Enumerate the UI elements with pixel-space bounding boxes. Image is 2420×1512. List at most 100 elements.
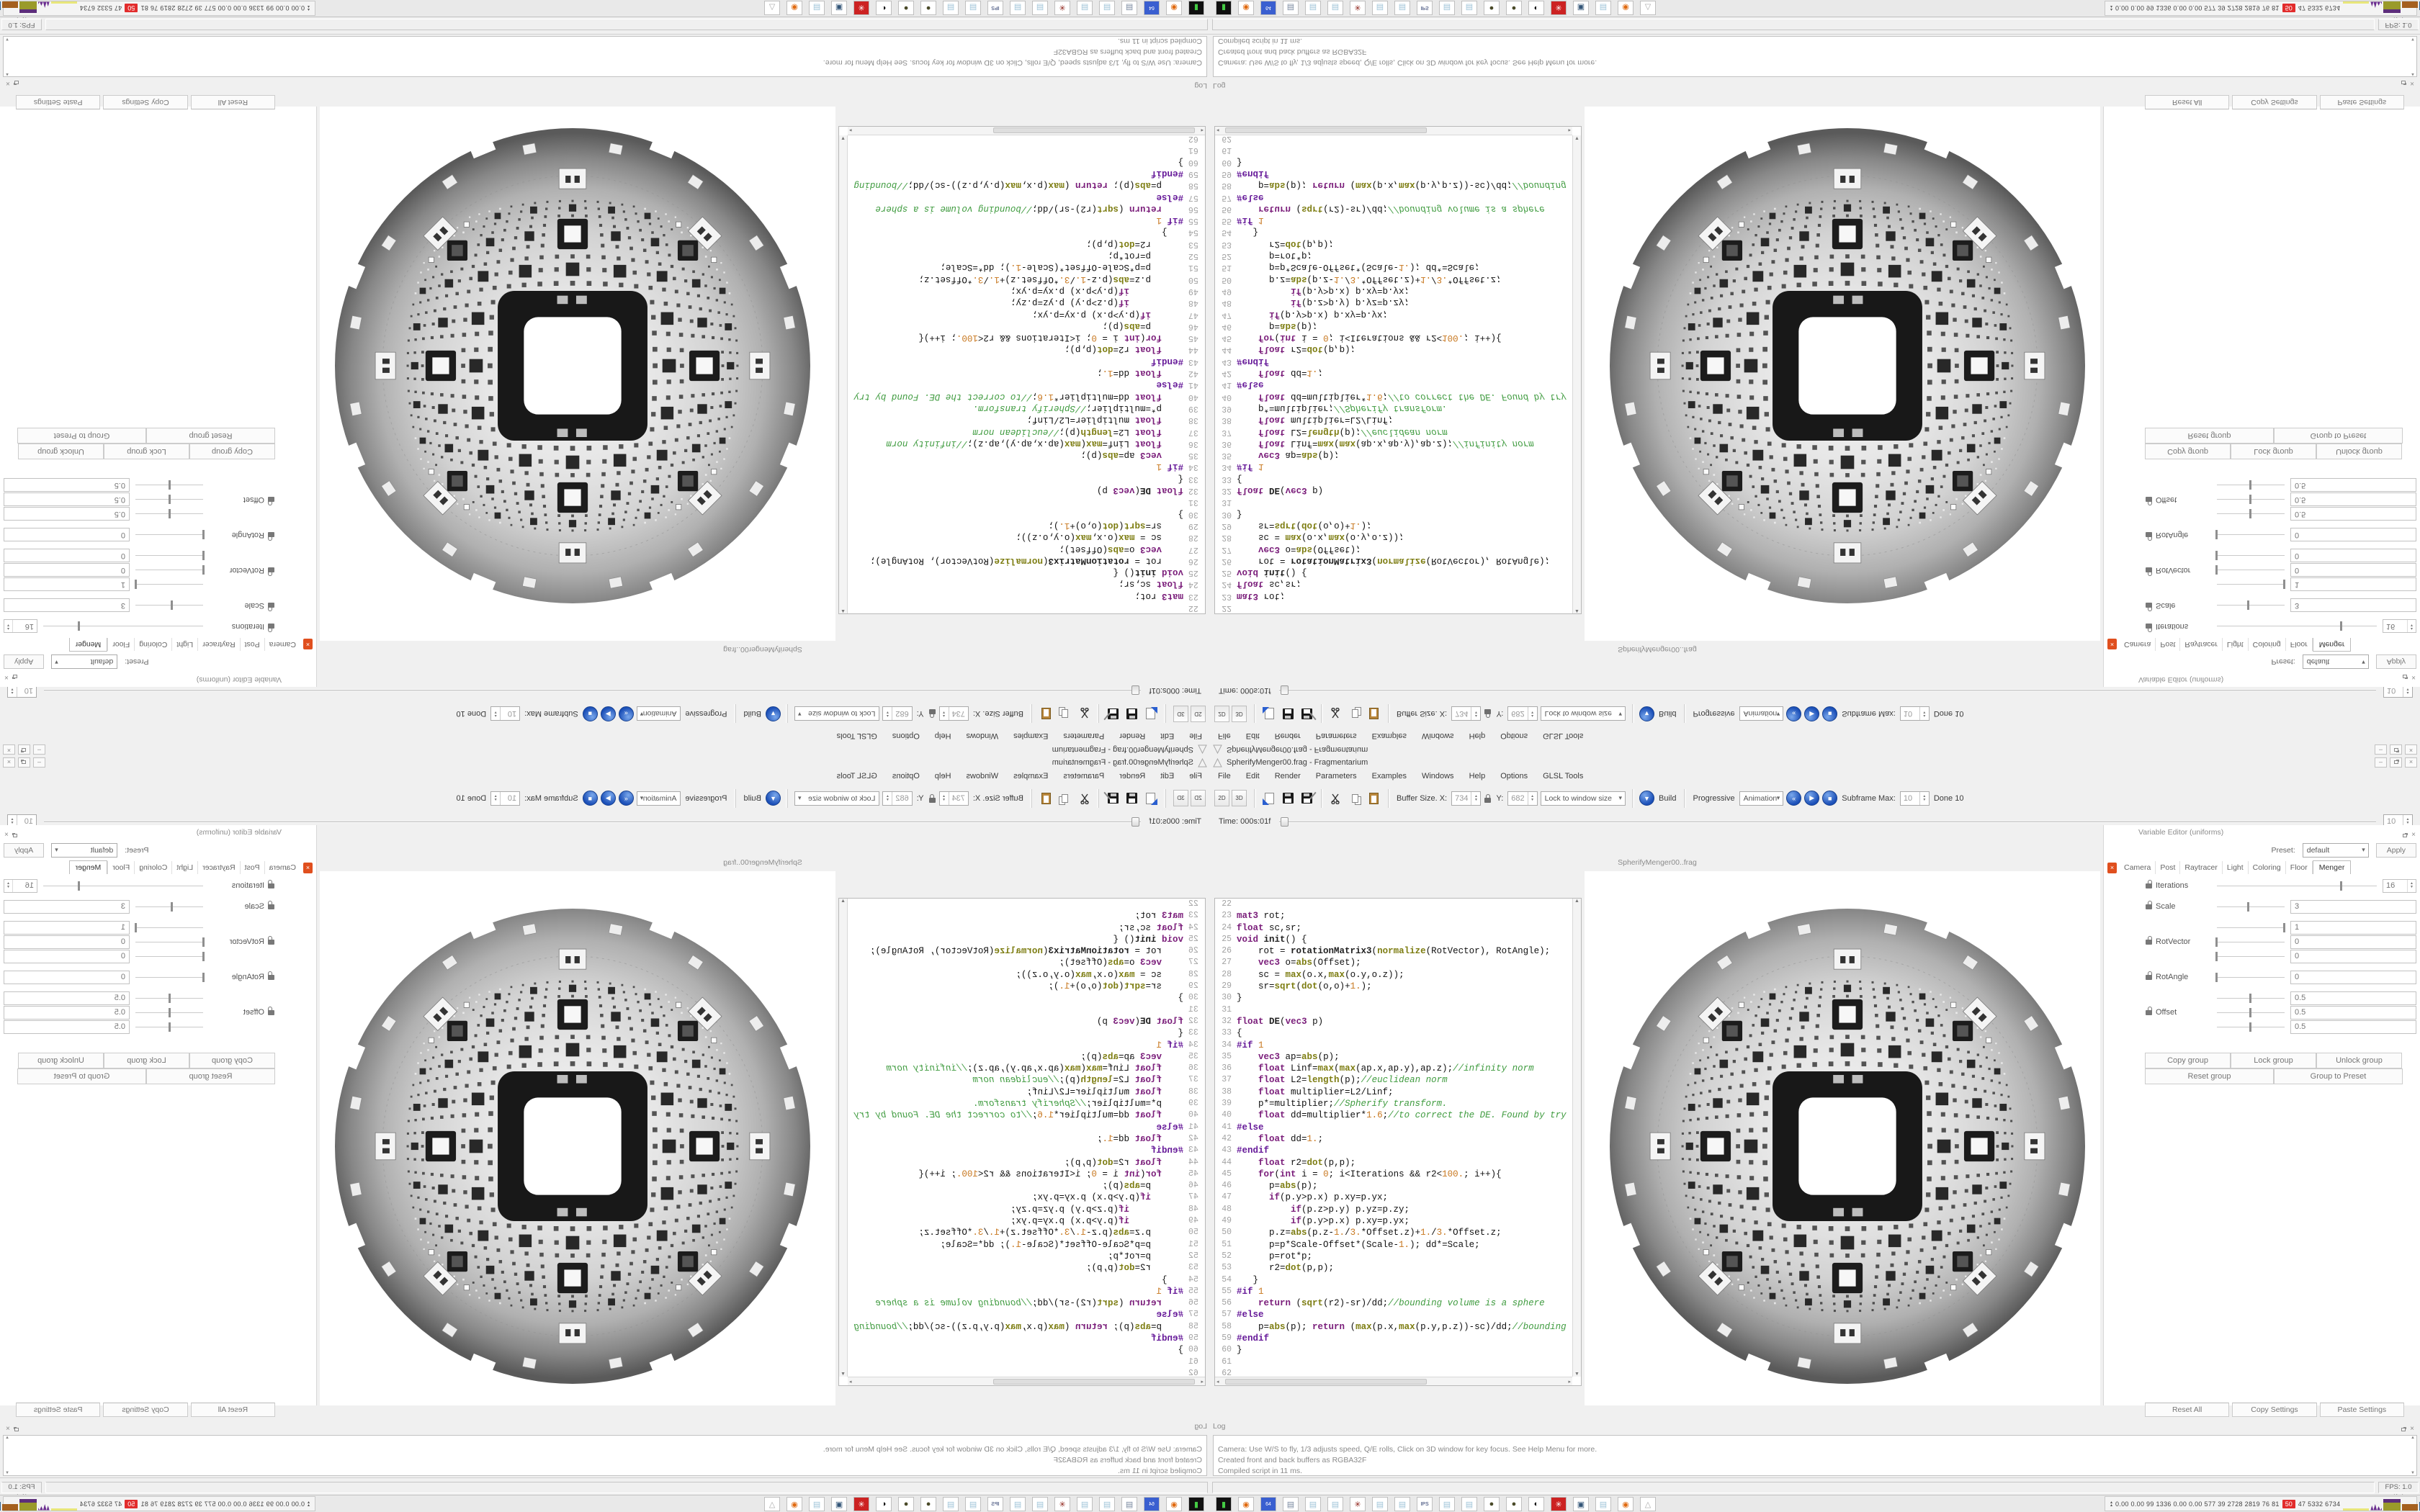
code-line[interactable]: 43 #endif — [1215, 1145, 1572, 1156]
ips-doc-icon[interactable]: IPS — [1417, 1, 1433, 15]
firefox-icon[interactable]: ◉ — [1238, 1, 1254, 15]
code-line[interactable]: 22 — [1215, 899, 1572, 910]
animation-button[interactable]: Animation — [1739, 791, 1784, 806]
splat-icon[interactable]: ✳ — [1054, 1, 1070, 15]
close-button[interactable]: × — [3, 757, 15, 768]
log-output[interactable]: Camera: Use W/S to fly, 1/3 adjusts spee… — [3, 1435, 1207, 1476]
save-icon[interactable] — [1280, 706, 1296, 722]
param-value-field[interactable]: 0 — [4, 935, 130, 949]
code-line[interactable]: 22 — [848, 602, 1205, 613]
code-line[interactable]: 37 float L2=length(p);//euclidean norm — [848, 426, 1205, 437]
menu-item-glsl-tools[interactable]: GLSL Tools — [1543, 732, 1584, 741]
splat-icon[interactable]: ✳ — [1350, 1497, 1366, 1511]
reset-all-button[interactable]: Reset All — [2145, 95, 2230, 109]
slider-thumb[interactable] — [170, 901, 173, 912]
code-line[interactable]: 43 #endif — [848, 1145, 1205, 1156]
log-close-icon[interactable]: × — [6, 79, 10, 88]
tab-floor[interactable]: Floor — [107, 861, 135, 874]
grenade-icon[interactable]: ● — [1506, 1, 1522, 15]
lock-group-button[interactable]: Lock group — [2231, 444, 2316, 459]
paste-settings-button[interactable]: Paste Settings — [16, 1403, 101, 1417]
param-value-field[interactable]: 3 — [4, 598, 130, 613]
red-app-icon[interactable]: ✳ — [853, 1497, 869, 1511]
tab-camera[interactable]: Camera — [2120, 861, 2156, 874]
build-label[interactable]: Build — [743, 709, 761, 719]
menu-item-edit[interactable]: Edit — [1245, 771, 1260, 780]
code-line[interactable]: 42 float dd=1.; — [848, 1133, 1205, 1145]
lock-icon[interactable] — [268, 532, 274, 537]
code-line[interactable]: 60} — [1215, 1344, 1572, 1356]
splat-icon[interactable]: ✳ — [1350, 1, 1366, 15]
unlock-group-button[interactable]: Unlock group — [2316, 1053, 2402, 1068]
unlock-group-button[interactable]: Unlock group — [2316, 444, 2402, 459]
code-line[interactable]: 40 float dd=multiplier*1.6;//to correct … — [1215, 1110, 1572, 1121]
code-line[interactable]: 24 float sc,sr; — [1215, 922, 1572, 934]
code-line[interactable]: 33{ — [1215, 1027, 1572, 1039]
stop-button[interactable]: ■ — [1822, 791, 1838, 806]
code-line[interactable]: 36 float Linf=max(max(ap.x,ap.y),ap.z);/… — [1215, 438, 1572, 449]
code-line[interactable]: 30} — [848, 992, 1205, 1004]
log-output[interactable]: Camera: Use W/S to fly, 1/3 adjusts spee… — [3, 36, 1207, 77]
buffer-x-spinbox[interactable]: 734 ▲ ▼ — [1451, 706, 1482, 721]
code-line[interactable]: 42 float dd=1.; — [848, 367, 1205, 379]
build-label[interactable]: Build — [1659, 793, 1677, 803]
code-line[interactable]: 25 void init() { — [1215, 934, 1572, 945]
notepad-icon[interactable]: ▤ — [1099, 1497, 1115, 1511]
slider-thumb[interactable] — [135, 922, 137, 932]
menu-item-examples[interactable]: Examples — [1371, 771, 1407, 780]
grenade-icon[interactable]: ● — [920, 1, 936, 15]
param-spinbox[interactable]: 16 ▲ ▼ — [2383, 878, 2416, 893]
buffer-y-spinbox[interactable]: 682 ▲ ▼ — [1507, 791, 1538, 806]
code-line[interactable]: 26 rot = rotationMatrix3(normalize(RotVe… — [1215, 945, 1572, 957]
code-line[interactable]: 61 — [848, 1356, 1205, 1368]
code-line[interactable]: 27 vec3 o=abs(Offset); — [1215, 543, 1572, 554]
slider-thumb[interactable] — [169, 1022, 171, 1032]
param-slider[interactable] — [2217, 509, 2285, 519]
view-3d-button[interactable]: 3D — [1232, 706, 1247, 722]
code-line[interactable]: 45 for(int i = 0; i<Iterations && r2<100… — [1215, 1169, 1572, 1180]
tab-raytracer[interactable]: Raytracer — [197, 638, 240, 651]
code-line[interactable]: 39 p*=multiplier;//Spherify transform. — [1215, 1098, 1572, 1110]
code-line[interactable]: 49 if(p.y>p.x) p.xy=p.yx; — [1215, 285, 1572, 297]
lock-group-button[interactable]: Lock group — [104, 444, 189, 459]
code-line[interactable]: 32 float DE(vec3 p) — [848, 1016, 1205, 1027]
minimize-button[interactable]: – — [33, 744, 45, 755]
preset-combo[interactable]: default — [2302, 843, 2369, 858]
editor-vscrollbar[interactable]: ▲ ▼ — [1572, 899, 1581, 1377]
copy-icon[interactable] — [1057, 706, 1073, 722]
buffer-y-spinbox[interactable]: 682 ▲ ▼ — [882, 706, 913, 721]
code-line[interactable]: 32 float DE(vec3 p) — [848, 485, 1205, 496]
notepad-icon[interactable]: ▤ — [965, 1497, 981, 1511]
restore-button[interactable] — [18, 757, 30, 768]
stop-button[interactable]: ■ — [582, 791, 598, 806]
code-line[interactable]: 49 if(p.y>p.x) p.xy=p.yx; — [848, 1215, 1205, 1227]
render-preview-3d[interactable] — [1585, 107, 2100, 641]
lock-window-size-combo[interactable]: Lock to window size — [794, 791, 880, 806]
tab-camera[interactable]: Camera — [264, 638, 300, 651]
tab-floor[interactable]: Floor — [2286, 861, 2313, 874]
param-slider[interactable] — [135, 922, 203, 932]
slider-thumb[interactable] — [2249, 509, 2251, 519]
notepad-icon[interactable]: ▤ — [1439, 1497, 1455, 1511]
reset-group-button[interactable]: Reset group — [146, 428, 275, 444]
view-3d-button[interactable]: 3D — [1173, 706, 1188, 722]
code-line[interactable]: 56 return (sqrt(r2)-sr)/dd;//bounding vo… — [1215, 1297, 1572, 1309]
code-line[interactable]: 23 mat3 rot; — [848, 910, 1205, 922]
preset-combo[interactable]: default — [51, 843, 118, 858]
notepad-icon[interactable]: ▤ — [1372, 1497, 1388, 1511]
code-line[interactable]: 44 float r2=dot(p,p); — [848, 1157, 1205, 1169]
param-slider[interactable] — [135, 565, 205, 575]
menu-item-glsl-tools[interactable]: GLSL Tools — [836, 732, 877, 741]
ips-doc-icon[interactable]: IPS — [987, 1497, 1003, 1511]
progressive-button[interactable]: Progressive — [685, 709, 727, 719]
copy-settings-button[interactable]: Copy Settings — [103, 95, 188, 109]
slider-thumb[interactable] — [169, 509, 171, 519]
firefox-icon[interactable]: ◉ — [1618, 1, 1634, 15]
code-line[interactable]: 40 float dd=multiplier*1.6;//to correct … — [848, 1110, 1205, 1121]
group-to-preset-button[interactable]: Group to Preset — [17, 428, 146, 444]
param-slider[interactable] — [135, 551, 205, 561]
progressive-button[interactable]: Progressive — [1693, 793, 1735, 803]
notepad-icon[interactable]: ▤ — [809, 1497, 825, 1511]
code-line[interactable]: 61 — [1215, 144, 1572, 156]
restore-button[interactable] — [18, 744, 30, 755]
